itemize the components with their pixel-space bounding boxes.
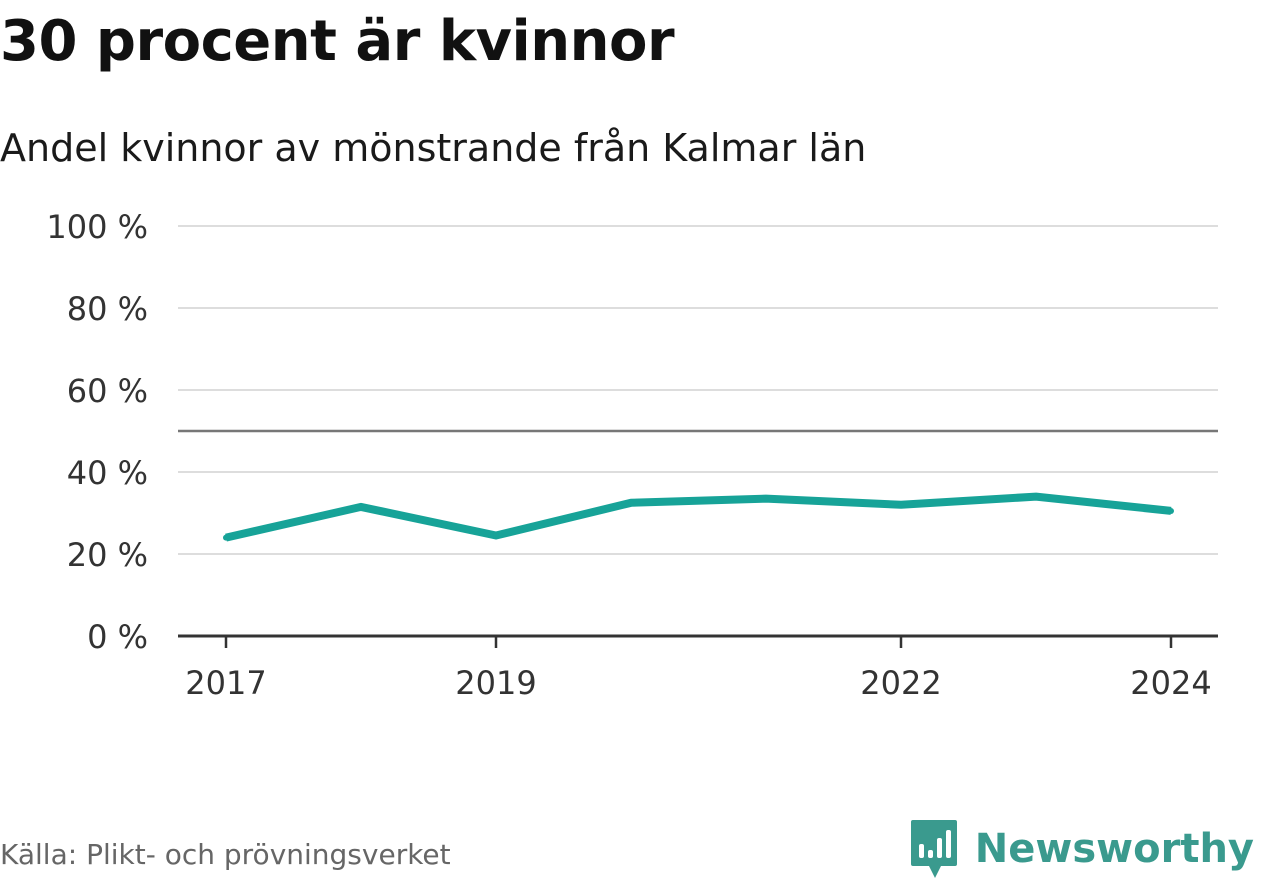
x-tick-label: 2024: [1130, 664, 1211, 702]
x-tick-label: 2019: [455, 664, 536, 702]
source-note: Källa: Plikt- och prövningsverket: [0, 838, 451, 871]
x-tick-label: 2022: [860, 664, 941, 702]
series-line: [225, 492, 1172, 542]
data-point: [358, 503, 364, 510]
y-axis: 0 % 20 % 40 % 60 % 80 % 100 %: [46, 208, 148, 656]
data-point: [1168, 507, 1174, 514]
x-axis: 2017 2019 2022 2024: [178, 634, 1218, 702]
y-tick-label: 40 %: [67, 454, 148, 492]
data-point: [1033, 493, 1039, 500]
y-tick-label: 100 %: [46, 208, 148, 246]
newsworthy-logo-icon: [910, 820, 957, 878]
brand-logo[interactable]: Newsworthy: [909, 818, 1254, 880]
x-tick-label: 2017: [185, 664, 266, 702]
y-tick-label: 0 %: [87, 618, 148, 656]
data-point: [763, 495, 769, 502]
brand-name: Newsworthy: [974, 826, 1254, 872]
grid-lines: [178, 225, 1218, 555]
data-point: [223, 534, 229, 541]
page-title: 30 procent är kvinnor: [0, 9, 675, 74]
chart-subtitle: Andel kvinnor av mönstrande från Kalmar …: [0, 126, 867, 170]
line-chart: 0 % 20 % 40 % 60 % 80 % 100 % 2017 2019 2022 202…: [46, 208, 1218, 702]
series-group: [223, 492, 1174, 542]
y-tick-label: 20 %: [67, 536, 148, 574]
data-point: [493, 532, 499, 539]
data-point: [628, 499, 634, 506]
data-point: [898, 501, 904, 508]
y-tick-label: 60 %: [67, 372, 148, 410]
y-tick-label: 80 %: [67, 290, 148, 328]
